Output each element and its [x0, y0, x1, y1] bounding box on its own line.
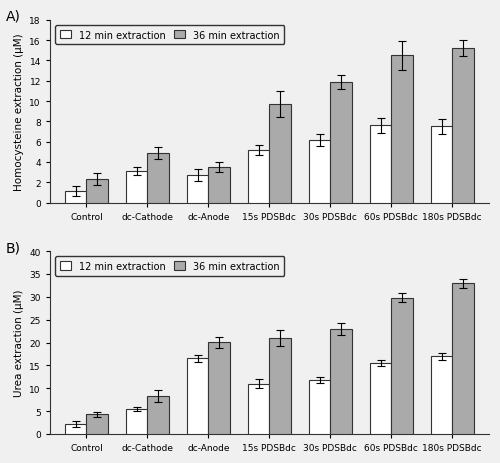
- Bar: [248, 384, 270, 434]
- Bar: [208, 168, 230, 203]
- Bar: [148, 154, 169, 203]
- Bar: [452, 49, 473, 203]
- Bar: [270, 338, 290, 434]
- Bar: [208, 342, 230, 434]
- Bar: [126, 172, 148, 203]
- Bar: [187, 176, 208, 203]
- Bar: [86, 414, 108, 434]
- Bar: [370, 363, 392, 434]
- Bar: [392, 298, 412, 434]
- Bar: [370, 126, 392, 203]
- Bar: [330, 329, 351, 434]
- Bar: [431, 357, 452, 434]
- Bar: [248, 150, 270, 203]
- Bar: [65, 424, 86, 434]
- Bar: [309, 380, 330, 434]
- Bar: [187, 359, 208, 434]
- Bar: [65, 192, 86, 203]
- Bar: [392, 56, 412, 203]
- Legend: 12 min extraction, 36 min extraction: 12 min extraction, 36 min extraction: [54, 257, 284, 276]
- Legend: 12 min extraction, 36 min extraction: 12 min extraction, 36 min extraction: [54, 25, 284, 45]
- Bar: [86, 180, 108, 203]
- Y-axis label: Urea extraction (μM): Urea extraction (μM): [14, 289, 24, 396]
- Bar: [126, 409, 148, 434]
- Bar: [309, 140, 330, 203]
- Bar: [270, 105, 290, 203]
- Y-axis label: Homocysteine extraction (μM): Homocysteine extraction (μM): [14, 33, 24, 191]
- Text: B): B): [6, 241, 21, 255]
- Bar: [452, 283, 473, 434]
- Text: A): A): [6, 10, 21, 24]
- Bar: [330, 82, 351, 203]
- Bar: [148, 396, 169, 434]
- Bar: [431, 127, 452, 203]
